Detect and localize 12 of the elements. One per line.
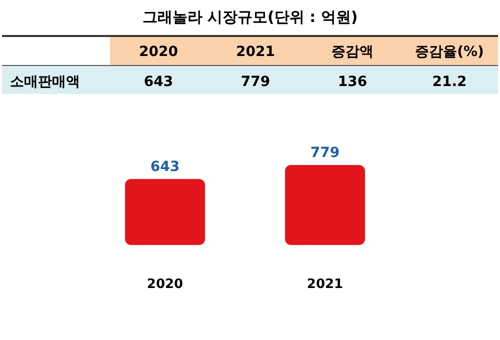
category-label: 2021 — [236, 44, 275, 60]
text: 소매판매액 — [10, 74, 80, 90]
text: 증감액 — [332, 44, 374, 60]
text: 21.2 — [432, 74, 467, 90]
text: 증감율(%) — [415, 44, 484, 60]
text: 136 — [338, 74, 368, 90]
text: 779 — [240, 74, 270, 90]
category-label: 2020 — [139, 44, 178, 60]
data-label: 779 — [310, 145, 340, 161]
chart-title: 그래놀라 시장규모(단위 : 억원) — [142, 8, 358, 26]
data-label: 643 — [150, 158, 180, 175]
text: 643 — [144, 74, 174, 90]
